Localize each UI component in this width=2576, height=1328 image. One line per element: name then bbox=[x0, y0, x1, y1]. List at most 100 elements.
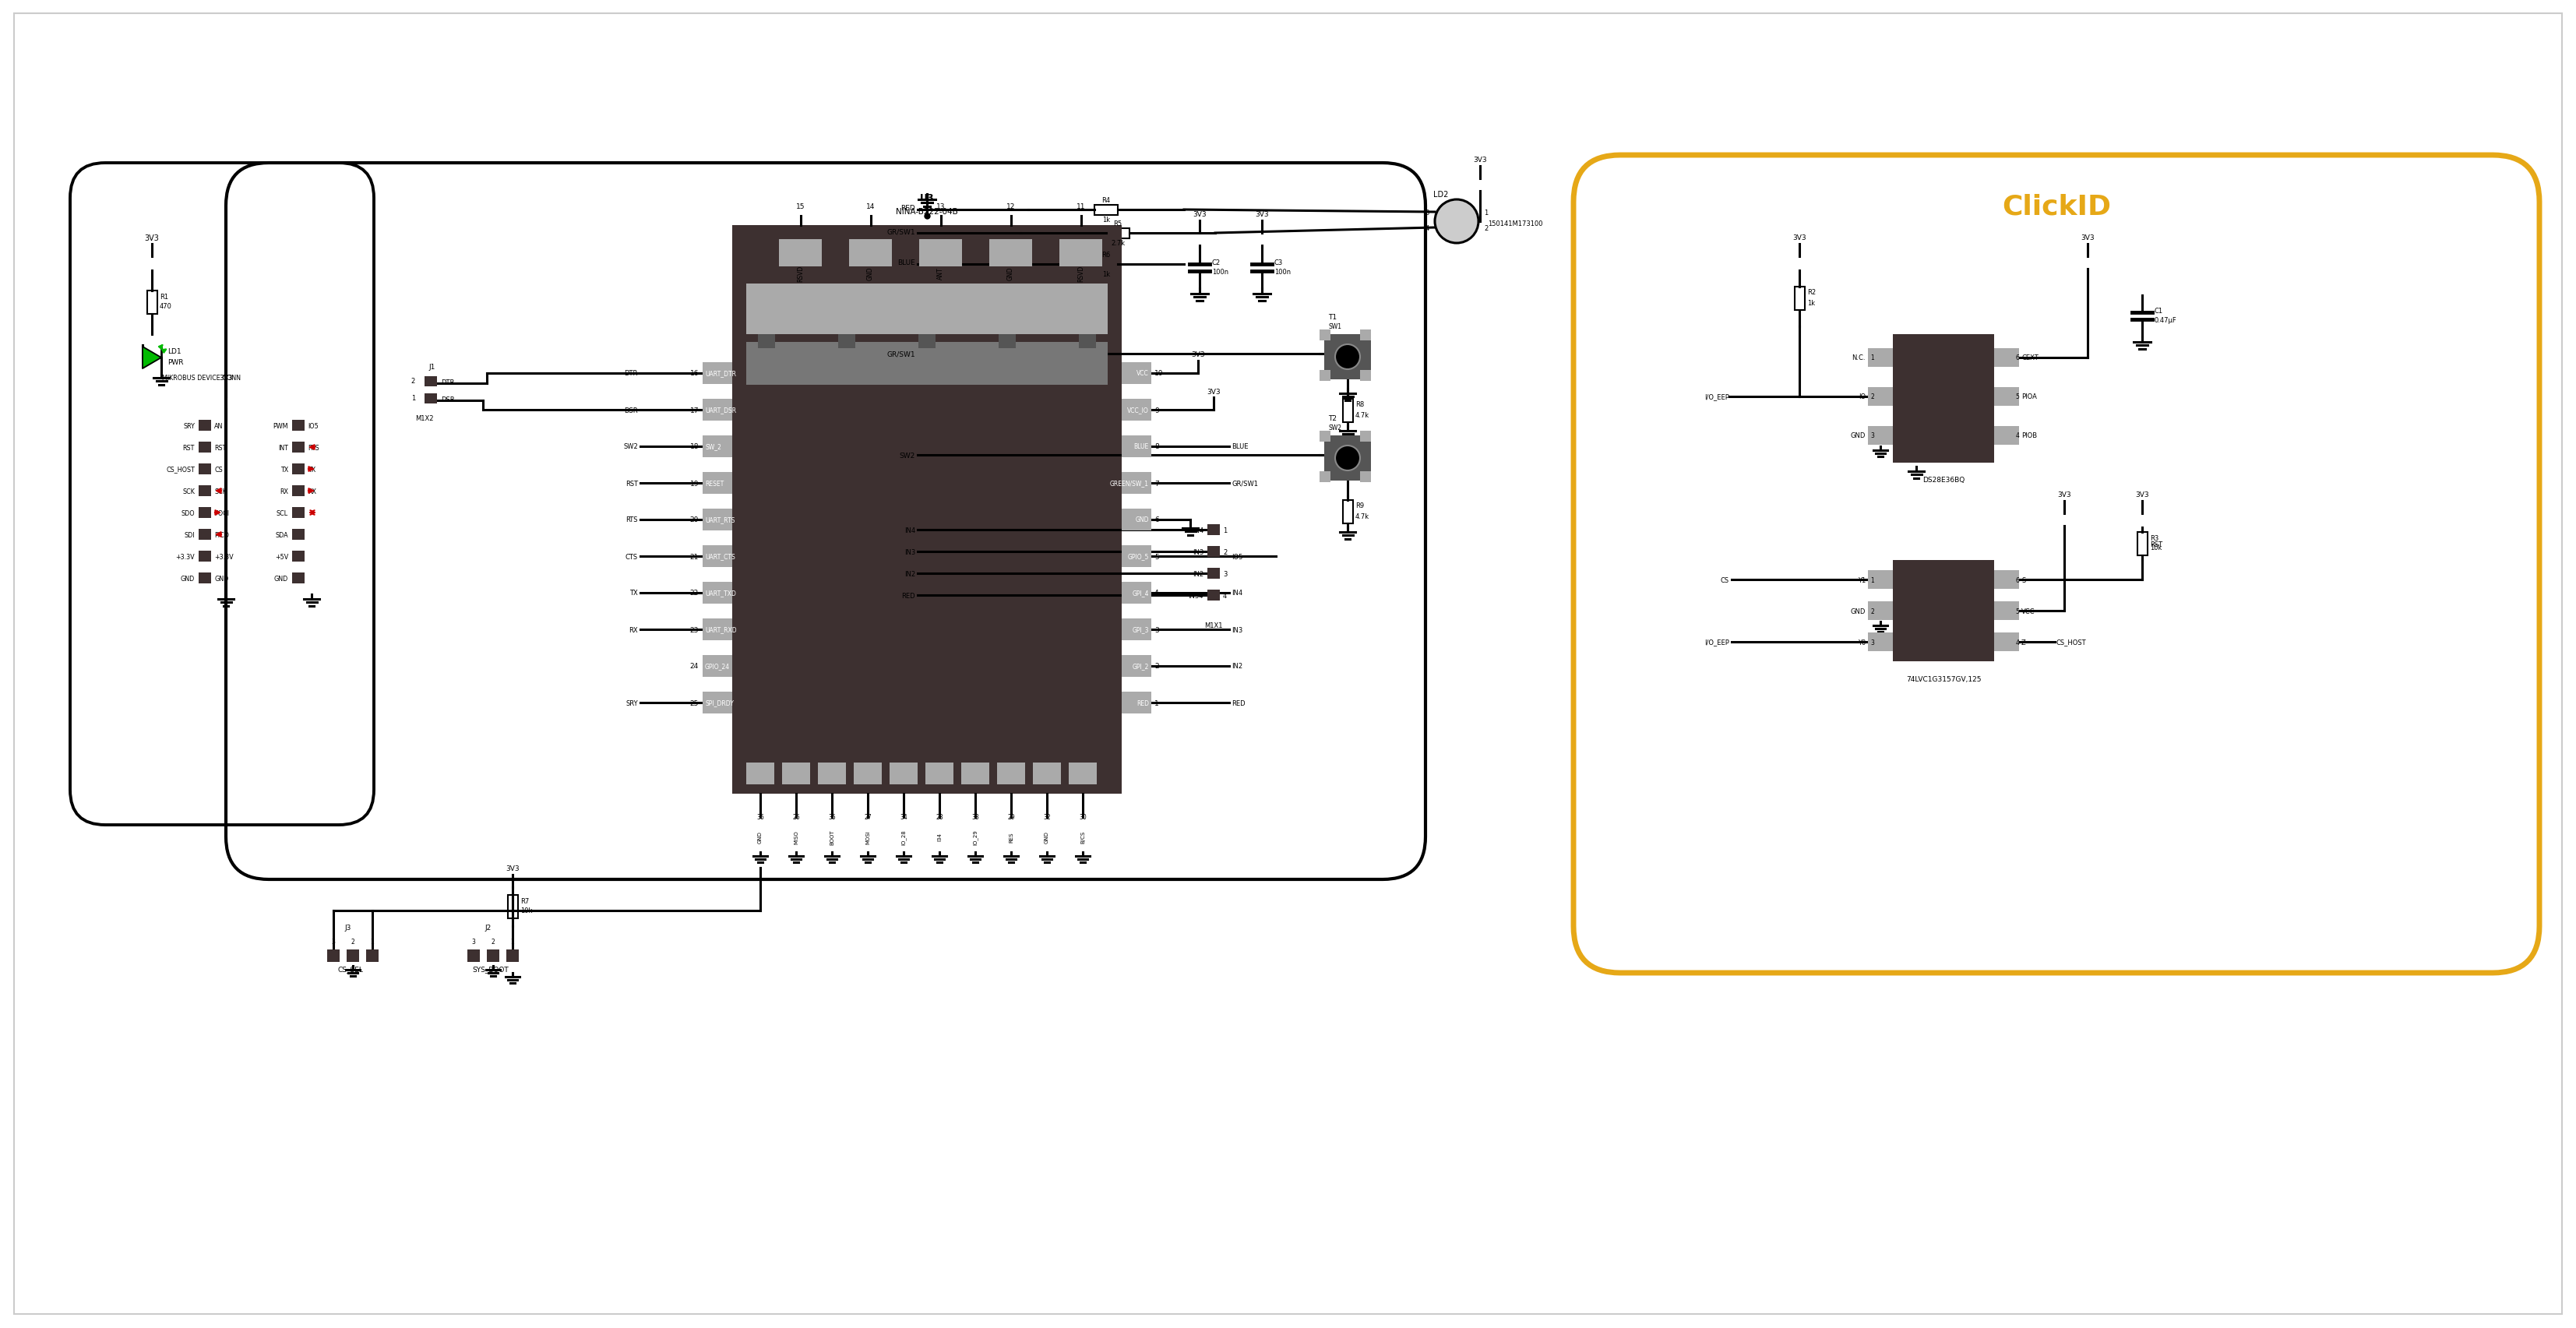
Text: UART_RTS: UART_RTS bbox=[706, 517, 734, 523]
Text: CS_HOST: CS_HOST bbox=[165, 466, 196, 473]
Bar bbox=[425, 394, 438, 404]
Bar bbox=[1360, 432, 1370, 442]
Text: IN3: IN3 bbox=[904, 548, 914, 555]
Text: SW2: SW2 bbox=[1329, 425, 1342, 432]
Text: 6: 6 bbox=[2014, 576, 2020, 583]
Text: S: S bbox=[2022, 576, 2025, 583]
Bar bbox=[920, 335, 935, 349]
Text: MOSI: MOSI bbox=[866, 830, 871, 843]
Text: 5: 5 bbox=[1154, 552, 1159, 560]
Text: 2: 2 bbox=[1224, 548, 1226, 555]
Text: 1: 1 bbox=[412, 394, 415, 402]
Text: I34: I34 bbox=[938, 833, 943, 841]
Text: SW1: SW1 bbox=[1329, 324, 1342, 331]
Bar bbox=[291, 421, 304, 432]
Text: IN4: IN4 bbox=[1231, 590, 1242, 596]
Bar bbox=[1324, 335, 1370, 380]
Bar bbox=[1893, 335, 1994, 463]
Bar bbox=[291, 572, 304, 584]
Text: 12: 12 bbox=[1007, 203, 1015, 211]
Text: 17: 17 bbox=[690, 406, 698, 414]
Bar bbox=[1324, 436, 1370, 481]
Bar bbox=[466, 950, 479, 963]
Text: BLUE: BLUE bbox=[1133, 444, 1149, 450]
Text: 2: 2 bbox=[1870, 393, 1873, 401]
Text: BLUE: BLUE bbox=[1231, 444, 1249, 450]
Bar bbox=[1208, 590, 1221, 602]
Bar bbox=[703, 363, 732, 385]
Bar bbox=[1342, 400, 1352, 422]
Text: Z: Z bbox=[2022, 639, 2025, 645]
Text: BLUE: BLUE bbox=[896, 259, 914, 267]
Text: 7: 7 bbox=[1154, 479, 1159, 487]
Bar bbox=[1121, 619, 1151, 640]
Bar bbox=[1121, 509, 1151, 531]
Text: LD1: LD1 bbox=[167, 348, 180, 356]
Text: 2.7k: 2.7k bbox=[1110, 240, 1126, 247]
Text: R2: R2 bbox=[1808, 290, 1816, 296]
Bar bbox=[327, 950, 340, 963]
Text: GR/SW1: GR/SW1 bbox=[1231, 479, 1257, 487]
Text: 24: 24 bbox=[690, 663, 698, 669]
Text: CS: CS bbox=[214, 466, 222, 473]
Text: RTS: RTS bbox=[307, 444, 319, 452]
Text: PIOA: PIOA bbox=[2022, 393, 2038, 401]
Text: 9: 9 bbox=[1154, 406, 1159, 414]
Text: TX: TX bbox=[281, 466, 289, 473]
Text: RES: RES bbox=[1010, 831, 1012, 842]
Text: IN2: IN2 bbox=[904, 570, 914, 578]
Bar bbox=[703, 509, 732, 531]
Text: 6: 6 bbox=[1154, 517, 1159, 523]
Bar bbox=[425, 377, 438, 386]
Text: RED: RED bbox=[902, 592, 914, 599]
Text: J3: J3 bbox=[345, 924, 350, 931]
Text: RX: RX bbox=[629, 627, 639, 633]
Bar bbox=[198, 551, 211, 562]
Text: 1: 1 bbox=[1484, 208, 1489, 216]
Bar bbox=[732, 226, 1121, 794]
Text: IN2: IN2 bbox=[1231, 663, 1242, 669]
Bar bbox=[1208, 546, 1221, 558]
Text: M1X2: M1X2 bbox=[415, 416, 433, 422]
Text: 33: 33 bbox=[971, 814, 979, 821]
Text: SCK: SCK bbox=[183, 487, 196, 495]
Bar bbox=[989, 240, 1033, 267]
Text: IN34: IN34 bbox=[1188, 592, 1203, 599]
Text: GND: GND bbox=[868, 267, 873, 280]
Text: +3.3V: +3.3V bbox=[214, 552, 234, 560]
Bar bbox=[1994, 349, 2020, 368]
Bar bbox=[1121, 400, 1151, 421]
Text: CEXT: CEXT bbox=[2022, 355, 2038, 361]
Bar bbox=[703, 436, 732, 458]
Text: 100n: 100n bbox=[1213, 270, 1229, 276]
Text: VCC: VCC bbox=[1136, 371, 1149, 377]
Text: CTS: CTS bbox=[626, 552, 639, 560]
Text: GPI_4: GPI_4 bbox=[1133, 590, 1149, 596]
Text: RED: RED bbox=[1231, 700, 1244, 706]
Bar bbox=[783, 762, 809, 785]
Text: 4: 4 bbox=[2014, 433, 2020, 440]
Text: SCL: SCL bbox=[276, 510, 289, 517]
Polygon shape bbox=[142, 347, 162, 369]
Text: TX: TX bbox=[307, 466, 317, 473]
Bar bbox=[1994, 633, 2020, 652]
Text: 18: 18 bbox=[690, 444, 698, 450]
Bar bbox=[1121, 546, 1151, 567]
Text: RED: RED bbox=[1136, 700, 1149, 706]
Text: 22: 22 bbox=[690, 590, 698, 596]
Bar bbox=[1319, 371, 1329, 381]
Text: 2: 2 bbox=[1484, 224, 1489, 231]
Text: UART_RXD: UART_RXD bbox=[706, 627, 737, 633]
Bar bbox=[1121, 582, 1151, 604]
Text: 28: 28 bbox=[935, 814, 943, 821]
Text: SPI_DRDY: SPI_DRDY bbox=[706, 700, 734, 706]
Text: GND: GND bbox=[1007, 267, 1015, 280]
Text: GPIO_24: GPIO_24 bbox=[706, 663, 729, 669]
Text: GPI_2: GPI_2 bbox=[1133, 663, 1149, 669]
Text: 1k: 1k bbox=[1103, 271, 1110, 278]
Text: +5V: +5V bbox=[276, 552, 289, 560]
Circle shape bbox=[1334, 446, 1360, 471]
Text: UART_CTS: UART_CTS bbox=[706, 552, 734, 560]
Text: SW2: SW2 bbox=[623, 444, 639, 450]
Bar bbox=[2138, 533, 2148, 556]
